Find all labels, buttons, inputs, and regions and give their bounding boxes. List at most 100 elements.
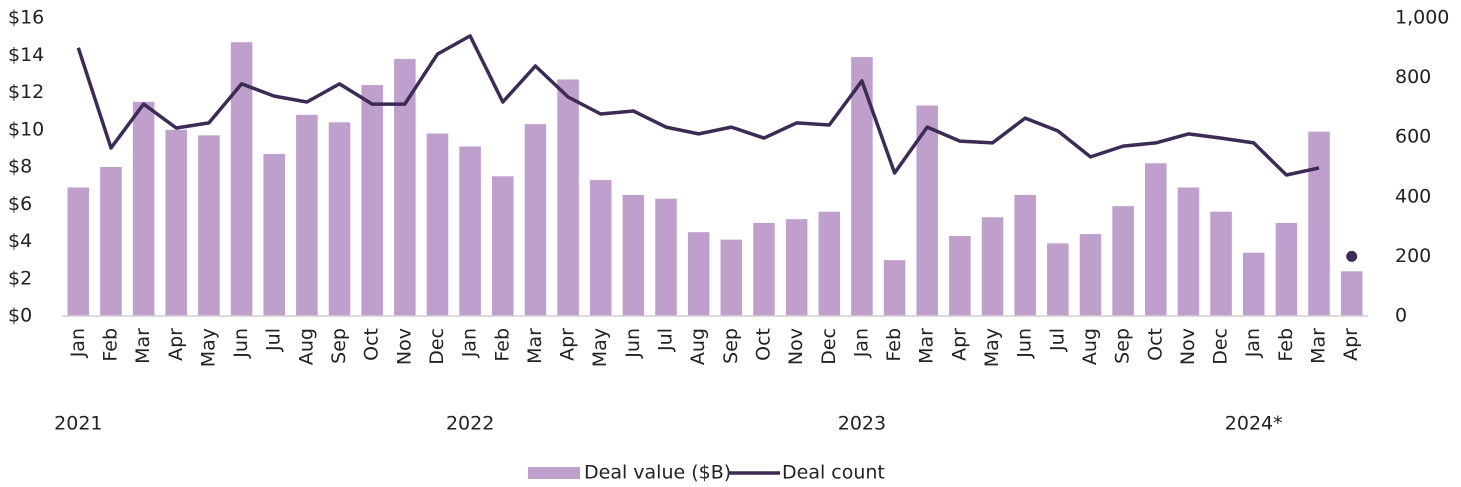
y-tick-label: $14 [8,44,44,66]
x-tick-label: May [589,328,611,367]
bar [230,42,253,317]
x-tick-label: Jan [459,328,481,358]
x-tick-label: Jun [1014,328,1036,359]
x-tick-label: Feb [491,328,513,362]
y2-tick-label: 600 [1395,126,1431,148]
bar [1112,206,1134,316]
x-tick-label: Apr [165,328,187,361]
x-tick-label: Oct [752,328,774,361]
x-tick-label: Nov [785,328,807,365]
x-tick-label: Nov [1177,328,1199,365]
x-tick-label: Sep [1112,328,1134,364]
x-tick-label: Dec [1210,328,1232,365]
x-tick-label: Jun [230,328,252,359]
bar [981,217,1004,316]
x-tick-label: Jul [1046,328,1068,352]
y2-tick-label: 200 [1395,245,1431,267]
bar [361,85,383,316]
bar [1210,211,1232,316]
y-tick-label: $2 [8,267,32,289]
group-label: 2023 [838,413,886,435]
group-label: 2024* [1225,413,1283,435]
bar [655,198,677,316]
x-tick-label: Jan [67,328,89,358]
x-tick-label: Jun [622,328,644,359]
x-tick-label: Mar [916,328,938,364]
x-tick-label: Apr [1340,328,1362,361]
bar [524,124,547,316]
line [76,34,1320,177]
bar [753,222,775,316]
bar [67,187,90,316]
bar [263,153,285,316]
x-tick-label: Jan [1242,328,1264,358]
x-tick-label: Nov [393,328,415,365]
x-tick-label: Feb [883,328,905,362]
legend-label: Deal value ($B) [584,462,731,484]
legend-swatch [528,467,580,479]
x-tick-label: Oct [361,328,383,361]
bar [622,194,645,316]
y2-tick-label: 800 [1395,66,1431,88]
bar [296,114,318,316]
bar [394,58,416,316]
x-tick-label: Dec [818,328,840,365]
y-tick-label: $6 [8,193,32,215]
bar [1047,243,1069,316]
x-tick-label: Sep [720,328,742,364]
legend-label: Deal count [782,462,885,484]
y-tick-label: $8 [8,156,32,178]
bar [687,232,710,316]
bar [1145,163,1167,316]
bar [589,180,612,316]
y2-tick-label: 400 [1395,185,1431,207]
x-tick-label: Mar [524,328,546,364]
group-label: 2022 [446,413,494,435]
y-tick-label: $10 [8,118,44,140]
x-tick-label: Sep [328,328,350,364]
bar [1242,252,1265,316]
bar [426,133,449,316]
x-tick-label: Feb [99,328,121,362]
bar [100,167,122,316]
x-tick-label: Jan [850,328,872,358]
x-tick-label: Oct [1144,328,1166,361]
bar [1275,222,1298,316]
x-tick-label: Feb [1275,328,1297,362]
y2-tick-label: 1,000 [1395,7,1449,29]
x-tick-label: Aug [687,328,709,365]
y-tick-label: $4 [8,230,32,252]
bar [328,122,351,316]
bar [916,105,938,316]
point [1346,250,1358,262]
bar [883,260,906,316]
bar [949,235,971,316]
bar [785,219,808,316]
bar [1079,234,1102,316]
y2-tick-label: 0 [1395,305,1407,327]
bar [1340,271,1363,316]
bar [1014,194,1036,316]
bar [818,211,841,316]
x-tick-label: Apr [557,328,579,361]
group-label: 2021 [54,413,102,435]
x-tick-label: May [981,328,1003,367]
bar [720,239,743,316]
bar [1177,187,1200,316]
y-tick-label: $16 [8,7,44,29]
x-tick-label: Jul [263,328,285,352]
bar [165,129,188,316]
bar [198,135,220,316]
x-tick-label: Mar [132,328,154,364]
x-tick-label: Mar [1308,328,1330,364]
x-tick-label: Jul [655,328,677,352]
x-tick-label: May [197,328,219,367]
x-tick-label: Dec [426,328,448,365]
y-tick-label: $12 [8,81,44,103]
bar [492,176,514,316]
x-tick-label: Aug [295,328,317,365]
x-tick-label: Apr [948,328,970,361]
bar [132,101,155,316]
bar [459,146,481,316]
